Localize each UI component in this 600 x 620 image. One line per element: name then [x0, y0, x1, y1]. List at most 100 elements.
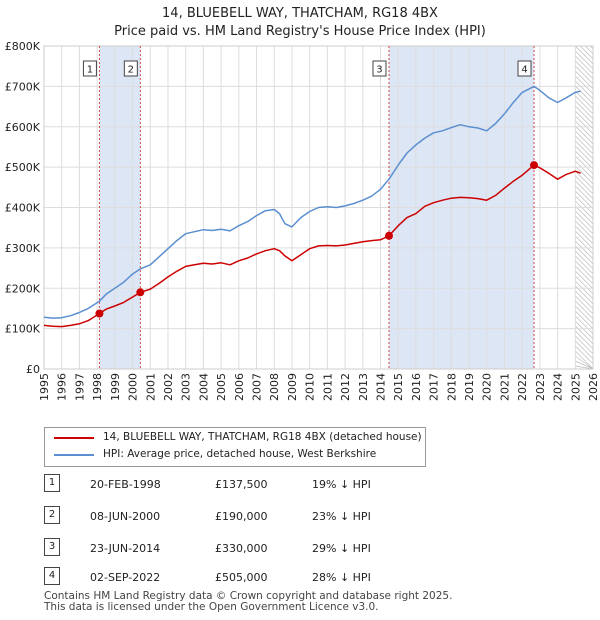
sale-price: £137,500 [215, 478, 268, 491]
sale-marker [136, 288, 145, 297]
hatch-line [575, 75, 594, 94]
hatch-line [575, 46, 594, 64]
hatch-line [575, 110, 594, 129]
hatch-line [575, 155, 594, 174]
sale-delta: 28% ↓ HPI [312, 571, 371, 584]
footer-copyright: Contains HM Land Registry data © Crown c… [44, 590, 453, 602]
x-tick-label: 2013 [357, 373, 370, 401]
hatch-line [575, 245, 594, 264]
x-tick-label: 2001 [144, 373, 157, 401]
sale-label-number: 1 [87, 65, 93, 76]
sale-delta: 19% ↓ HPI [312, 478, 371, 491]
y-tick-label: £600K [5, 121, 41, 134]
hatch-line [575, 310, 594, 329]
legend: 14, BLUEBELL WAY, THATCHAM, RG18 4BX (de… [44, 427, 426, 467]
hatch-line [575, 360, 594, 369]
x-tick-label: 2016 [410, 373, 423, 401]
hatch-line [575, 190, 594, 209]
sale-labels: 1 2 3 4 [82, 60, 532, 77]
sale-marker [384, 231, 393, 240]
hatch-line [575, 340, 594, 359]
hatch-line [575, 130, 594, 149]
property-price-line [43, 164, 581, 328]
legend-hpi-swatch [54, 454, 94, 456]
hatch-line [575, 260, 594, 279]
gridlines [43, 45, 594, 370]
sale-label-box [82, 60, 97, 77]
hatch-line [575, 290, 594, 309]
hatch-line [575, 240, 594, 259]
sale-delta: 23% ↓ HPI [312, 510, 371, 523]
hatch-line [575, 135, 594, 154]
hatch-line [575, 225, 594, 244]
hatch-line [575, 300, 594, 319]
x-tick-label: 2020 [481, 373, 494, 401]
x-tick-label: 2010 [304, 373, 317, 401]
y-tick-label: £100K [5, 323, 41, 336]
x-tick-label: 2022 [516, 373, 529, 401]
sale-number: 2 [44, 506, 60, 524]
x-tick-label: 2026 [587, 373, 600, 401]
hatch-line [575, 355, 594, 369]
sale-date: 23-JUN-2014 [90, 542, 161, 555]
hatch-line [575, 60, 594, 79]
x-tick-label: 2004 [197, 373, 210, 401]
sale-delta: 29% ↓ HPI [312, 542, 371, 555]
legend-property-label: 14, BLUEBELL WAY, THATCHAM, RG18 4BX (de… [103, 431, 422, 443]
hatch-line [575, 305, 594, 324]
x-tick-label: 1995 [38, 373, 51, 401]
hatch-line [575, 250, 594, 269]
hatch-line [575, 295, 594, 314]
sale-marker [95, 309, 104, 318]
plot-border [43, 45, 594, 370]
x-tick-label: 1998 [91, 373, 104, 401]
hatch-line [575, 80, 594, 99]
hatch-line [575, 150, 594, 169]
y-tick-label: £800K [5, 40, 41, 53]
sale-label-number: 2 [128, 65, 134, 76]
y-tick-label: £200K [5, 282, 41, 295]
x-tick-label: 1997 [73, 373, 86, 401]
hatch-line [575, 235, 594, 254]
hatch-line [575, 50, 594, 69]
x-tick-label: 2019 [463, 373, 476, 401]
hatch-line [575, 195, 594, 214]
hatch-line [575, 55, 594, 74]
hatch-line [575, 210, 594, 229]
hatch-line [575, 120, 594, 139]
hatch-line [575, 215, 594, 234]
hatch-line [575, 165, 594, 184]
hatch-line [575, 220, 594, 239]
hatch-line [575, 200, 594, 219]
hatch-line [575, 125, 594, 144]
x-tick-label: 2000 [127, 373, 140, 401]
x-tick-label: 2017 [428, 373, 441, 401]
x-tick-label: 2005 [215, 373, 228, 401]
hatch-line [575, 280, 594, 299]
hatch-line [575, 145, 594, 164]
sale-date: 20-FEB-1998 [90, 478, 161, 491]
x-tick-label: 2006 [233, 373, 246, 401]
legend-property-swatch [54, 437, 94, 439]
x-tick-label: 2012 [339, 373, 352, 401]
chart-subtitle: Price paid vs. HM Land Registry's House … [114, 24, 486, 39]
y-tick-label: £700K [5, 80, 41, 93]
y-tick-label: £500K [5, 161, 41, 174]
price-chart: £0 £100K £200K £300K £400K £500K £600K £700K £80… [5, 40, 600, 401]
x-tick-label: 2011 [321, 373, 334, 401]
y-axis-ticks: £0 £100K £200K £300K £400K £500K £600K £700K £80… [5, 40, 41, 376]
hatch-line [575, 160, 594, 179]
x-tick-label: 2002 [162, 373, 175, 401]
sale-price: £505,000 [215, 571, 268, 584]
hatch-line [575, 105, 594, 124]
hatch-line [575, 65, 594, 84]
hatch-line [575, 170, 594, 189]
sale-number: 3 [44, 538, 60, 556]
x-tick-label: 1996 [56, 373, 69, 401]
hatch-line [575, 265, 594, 284]
hatch-line [575, 270, 594, 289]
hatch-line [575, 140, 594, 159]
hatch-line [575, 100, 594, 119]
sale-price: £330,000 [215, 542, 268, 555]
hatch-line [575, 95, 594, 114]
